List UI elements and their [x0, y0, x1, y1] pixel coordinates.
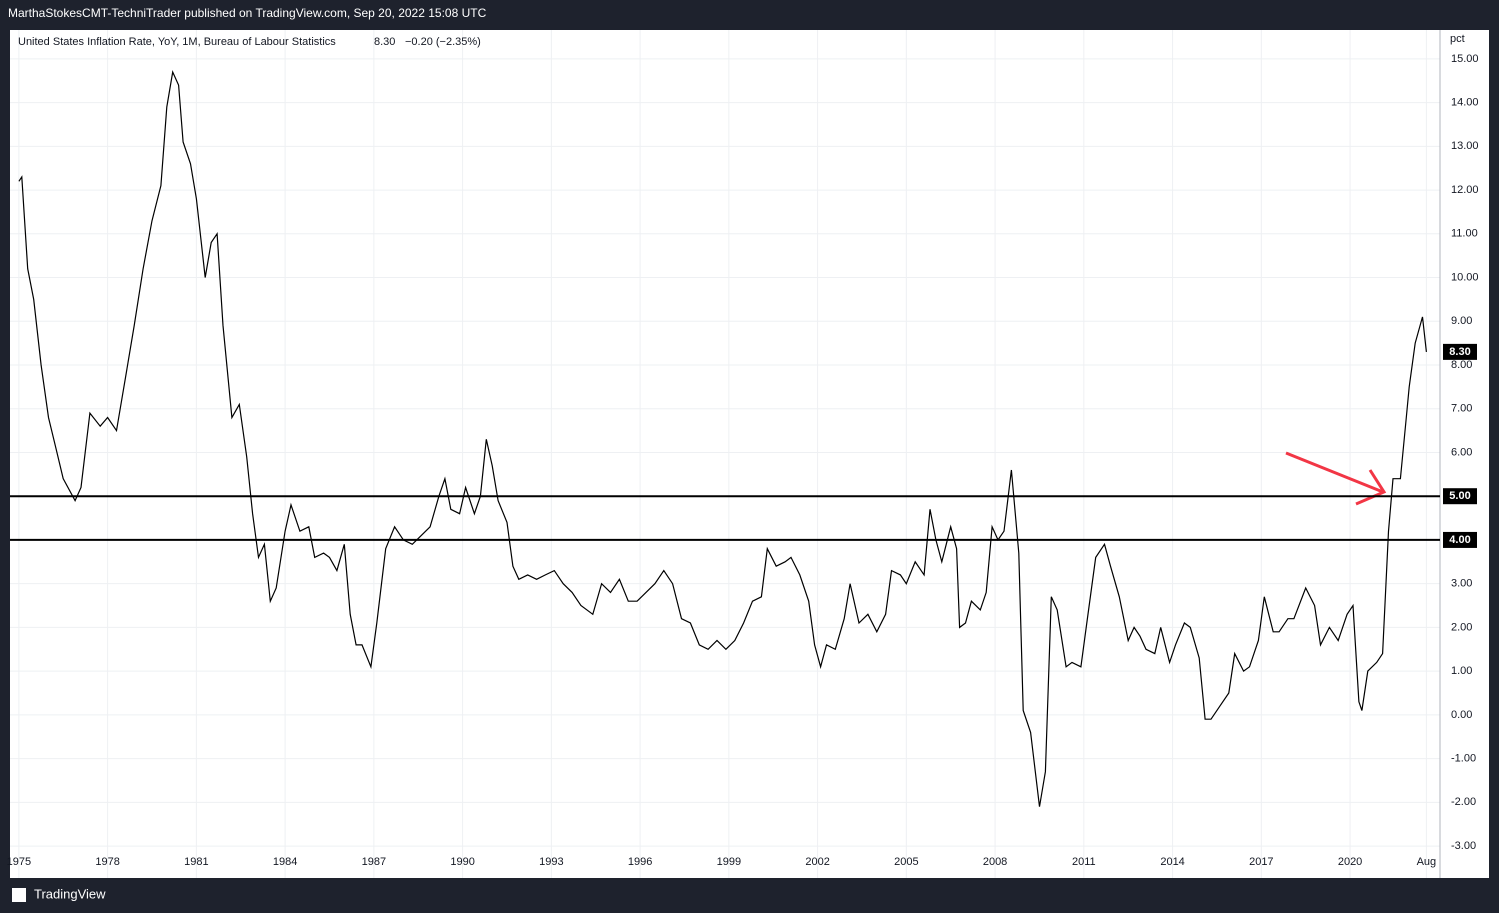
y-tick-label: 3.00 [1451, 578, 1472, 590]
last-value-tag [1443, 343, 1477, 360]
last-value-label: 8.30 [1449, 346, 1470, 358]
y-tick-label: 11.00 [1451, 228, 1478, 240]
level-tag [1443, 488, 1477, 505]
x-tick-label: 1984 [273, 856, 297, 868]
y-tick-label: 8.00 [1451, 359, 1472, 371]
x-tick-label: 2014 [1160, 856, 1184, 868]
x-tick-label: 2008 [983, 856, 1007, 868]
arrow [1285, 451, 1384, 494]
line [18, 69, 1427, 807]
unit: pct [1450, 33, 1465, 45]
x-tick-label: Aug [1417, 856, 1437, 868]
y-tick-label: 14.00 [1451, 97, 1479, 109]
x-tick-label: 1999 [717, 856, 741, 868]
x-tick-label: 1993 [539, 856, 563, 868]
legend-value: 8.30 [374, 36, 395, 48]
plot [18, 69, 1427, 807]
y-tick-label: 1.00 [1451, 665, 1472, 677]
level-label: 4.00 [1449, 534, 1470, 546]
x-tick-label: 2011 [1072, 856, 1096, 868]
level-label: 5.00 [1449, 490, 1470, 502]
header: MarthaStokesCMT-TechniTrader published o… [8, 6, 487, 20]
logo [12, 888, 26, 902]
x-tick-label: 2005 [894, 856, 918, 868]
x-tick-label: 1978 [95, 856, 119, 868]
y-tick-label: 7.00 [1451, 403, 1472, 415]
y-tick-label: 10.00 [1451, 271, 1479, 283]
x-tick-label: 1996 [628, 856, 652, 868]
x-tick-label: 1981 [184, 856, 208, 868]
y-tick-label: 15.00 [1451, 53, 1479, 65]
legend-name: United States Inflation Rate, YoY, 1M, B… [18, 36, 336, 48]
y-tick-label: 2.00 [1451, 621, 1472, 633]
y-tick-label: -3.00 [1451, 840, 1476, 852]
y-tick-label: -2.00 [1451, 796, 1476, 808]
legend-change: −0.20 (−2.35%) [405, 36, 481, 48]
footer: TradingView [34, 886, 106, 901]
y-tick-label: -1.00 [1451, 753, 1476, 765]
y-tick-label: 6.00 [1451, 446, 1472, 458]
x-tick-label: 1990 [450, 856, 474, 868]
x-tick-label: 1987 [362, 856, 386, 868]
y-tick-label: 13.00 [1451, 140, 1479, 152]
level-tag [1443, 531, 1477, 548]
x-tick-label: 2002 [805, 856, 829, 868]
y-tick-label: 9.00 [1451, 315, 1472, 327]
y-tick-label: 0.00 [1451, 709, 1472, 721]
y-tick-label: 12.00 [1451, 184, 1479, 196]
arrow-head [1355, 469, 1387, 506]
plot-bg [10, 30, 1489, 878]
x-tick-label: 1975 [7, 856, 31, 868]
x-tick-label: 2017 [1249, 856, 1273, 868]
x-tick-label: 2020 [1338, 856, 1362, 868]
